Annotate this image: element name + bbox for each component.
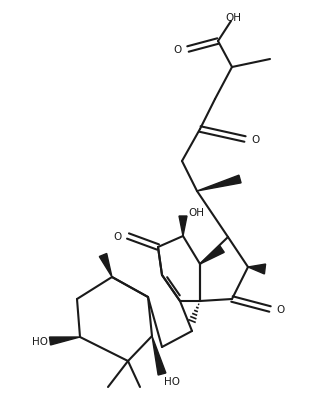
- Polygon shape: [50, 337, 80, 345]
- Text: OH: OH: [188, 207, 204, 218]
- Polygon shape: [248, 264, 266, 274]
- Text: O: O: [114, 231, 122, 242]
- Text: O: O: [174, 45, 182, 55]
- Polygon shape: [200, 246, 224, 264]
- Text: HO: HO: [32, 336, 48, 346]
- Text: O: O: [251, 135, 259, 145]
- Text: OH: OH: [225, 13, 241, 23]
- Polygon shape: [197, 176, 241, 192]
- Text: O: O: [276, 304, 284, 314]
- Polygon shape: [99, 254, 112, 277]
- Polygon shape: [179, 216, 187, 236]
- Text: HO: HO: [164, 376, 180, 386]
- Polygon shape: [152, 336, 166, 375]
